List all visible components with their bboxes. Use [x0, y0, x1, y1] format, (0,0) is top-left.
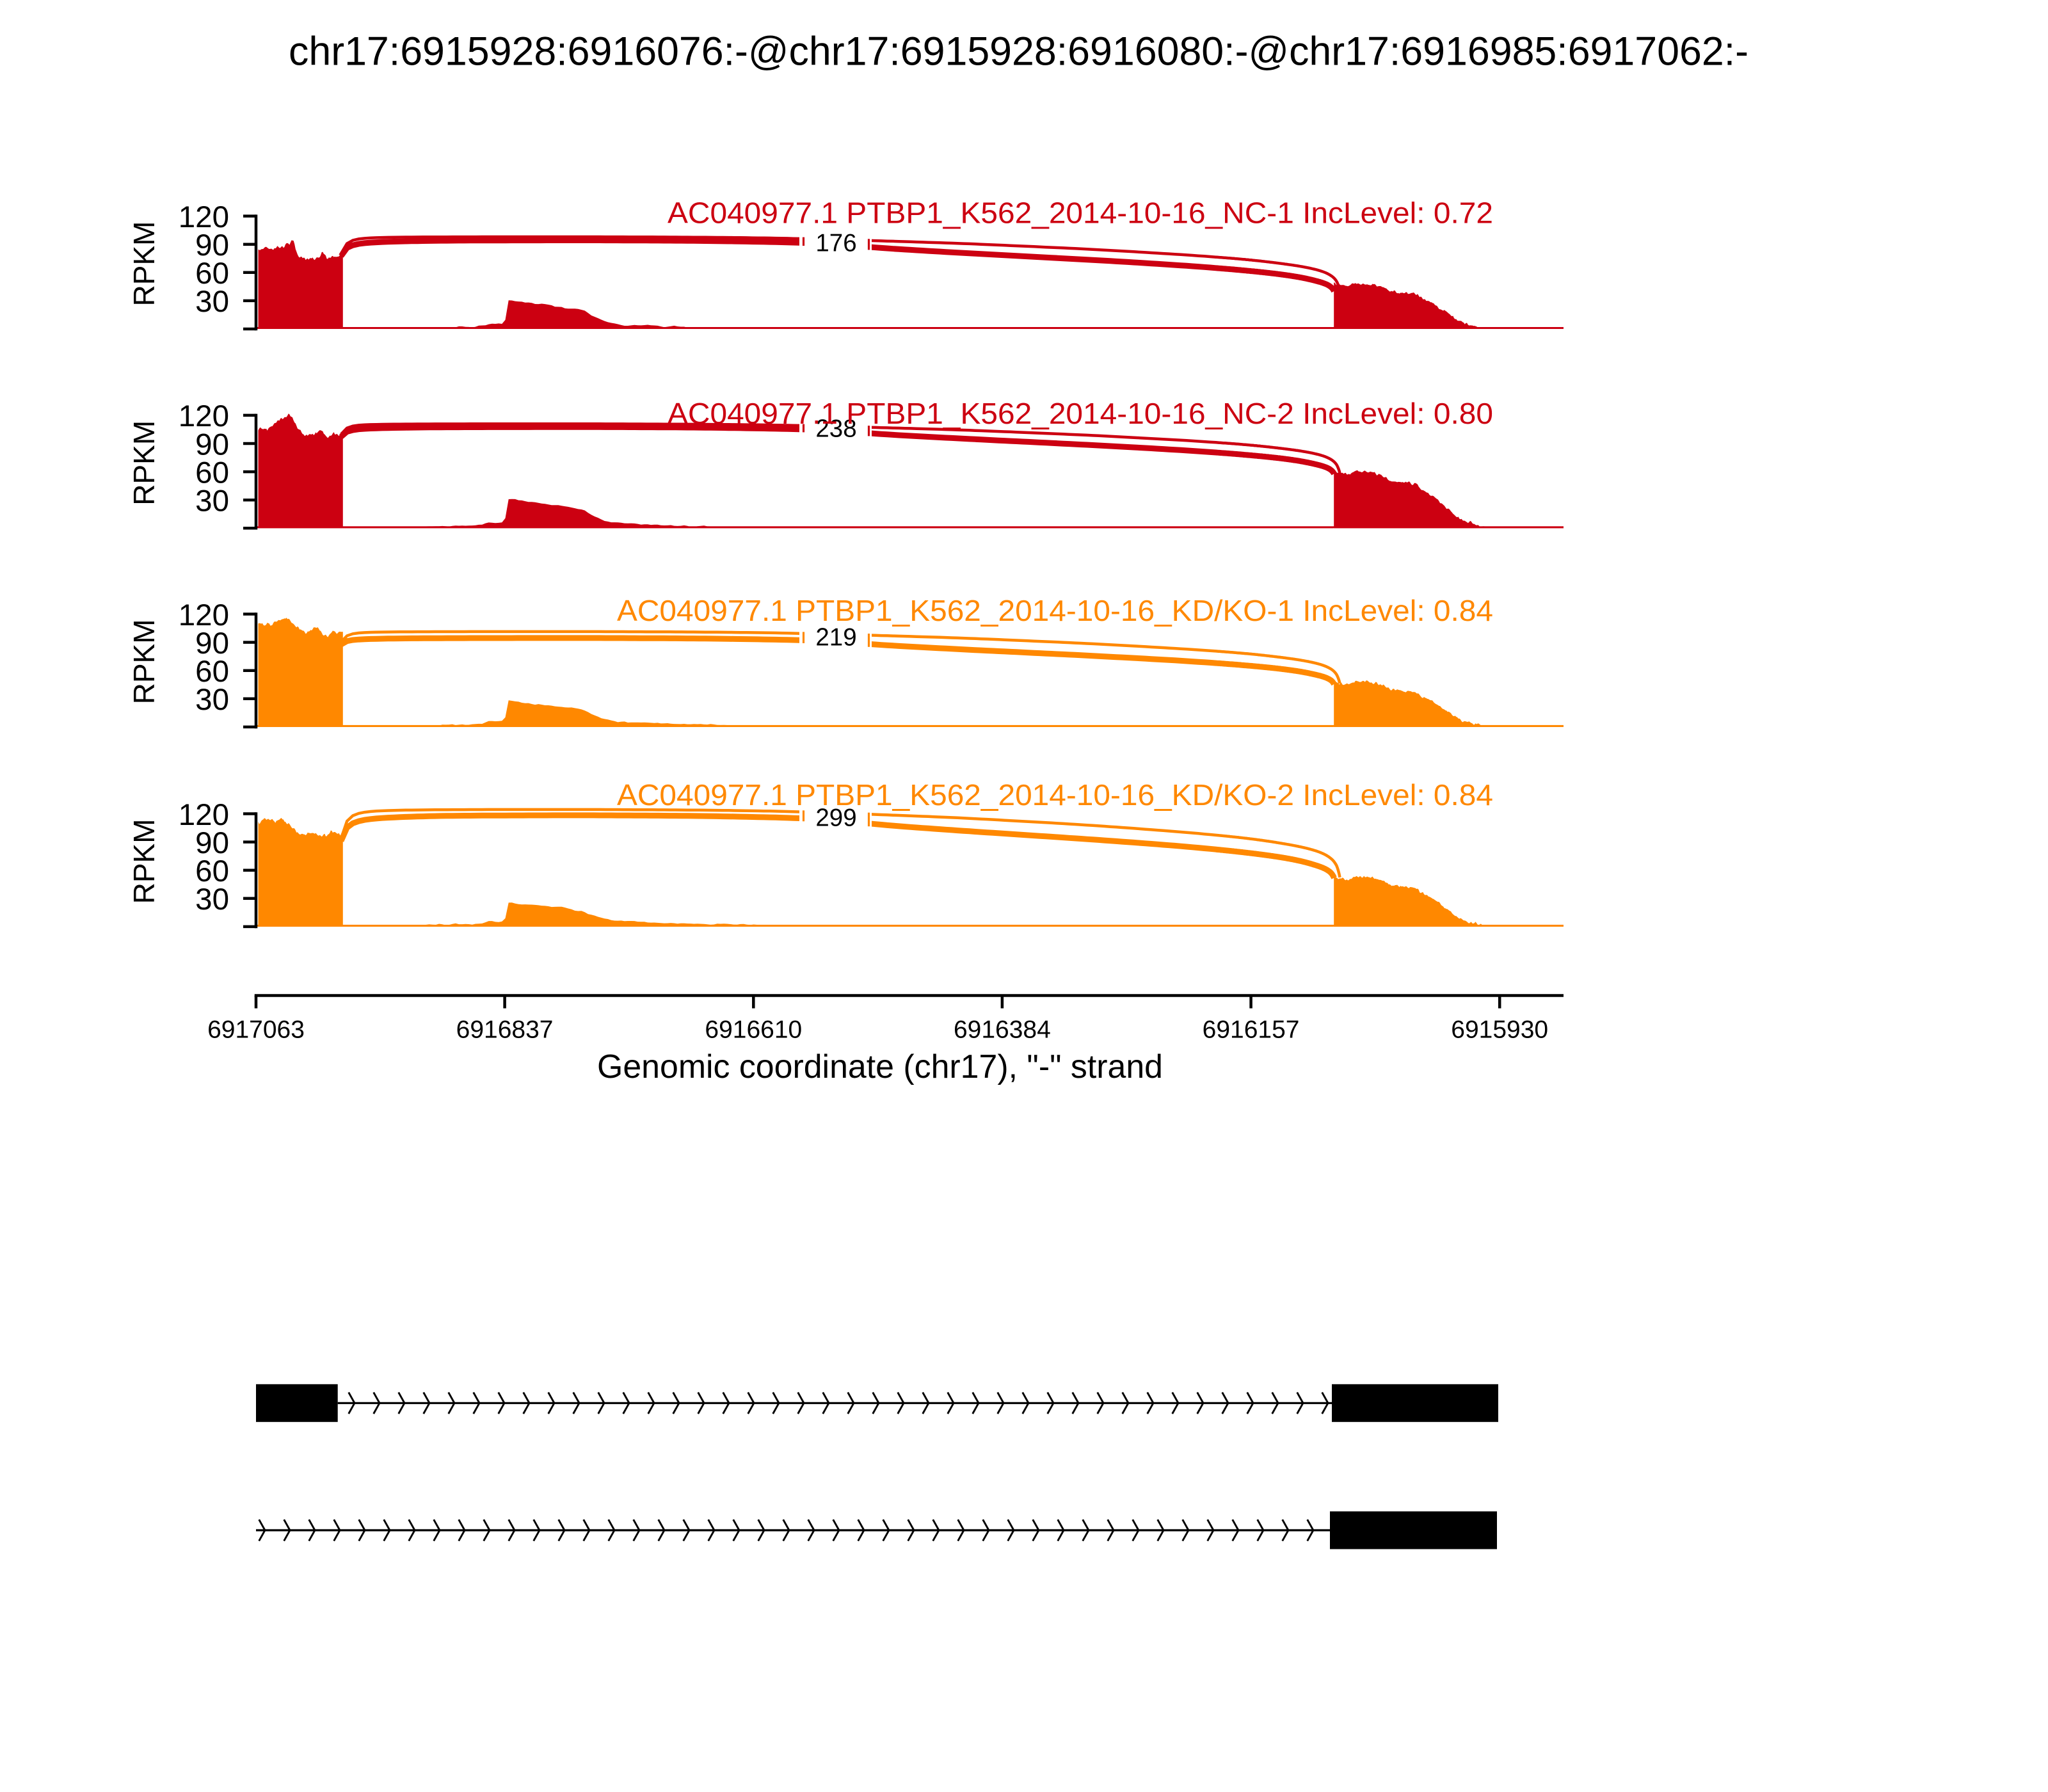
svg-text:30: 30	[195, 883, 229, 916]
svg-text:219: 219	[815, 624, 856, 652]
svg-text:6917063: 6917063	[207, 1016, 305, 1043]
svg-text:30: 30	[195, 285, 229, 319]
svg-text:RPKM: RPKM	[127, 819, 161, 904]
svg-text:RPKM: RPKM	[127, 619, 161, 704]
svg-text:90: 90	[195, 826, 229, 860]
svg-text:AC040977.1 PTBP1_K562_2014-10-: AC040977.1 PTBP1_K562_2014-10-16_NC-1 In…	[668, 196, 1493, 229]
svg-text:120: 120	[179, 798, 229, 832]
svg-text:238: 238	[815, 415, 856, 442]
svg-text:120: 120	[179, 200, 229, 234]
svg-text:120: 120	[179, 399, 229, 433]
svg-text:6916384: 6916384	[954, 1016, 1051, 1043]
svg-text:AC040977.1 PTBP1_K562_2014-10-: AC040977.1 PTBP1_K562_2014-10-16_KD/KO-2…	[617, 778, 1493, 812]
svg-text:60: 60	[195, 854, 229, 888]
svg-text:120: 120	[179, 598, 229, 632]
svg-text:176: 176	[815, 230, 856, 257]
svg-text:90: 90	[195, 428, 229, 461]
svg-text:6915930: 6915930	[1451, 1016, 1548, 1043]
svg-text:AC040977.1 PTBP1_K562_2014-10-: AC040977.1 PTBP1_K562_2014-10-16_NC-2 In…	[668, 397, 1493, 430]
svg-text:30: 30	[195, 484, 229, 518]
svg-text:chr17:6915928:6916076:-@chr17:: chr17:6915928:6916076:-@chr17:6915928:69…	[289, 29, 1748, 74]
svg-text:RPKM: RPKM	[127, 420, 161, 506]
svg-text:90: 90	[195, 228, 229, 262]
svg-text:AC040977.1 PTBP1_K562_2014-10-: AC040977.1 PTBP1_K562_2014-10-16_KD/KO-1…	[617, 594, 1493, 627]
svg-text:6916610: 6916610	[705, 1016, 802, 1043]
svg-text:30: 30	[195, 683, 229, 717]
svg-text:90: 90	[195, 627, 229, 660]
svg-text:6916837: 6916837	[456, 1016, 554, 1043]
svg-text:60: 60	[195, 456, 229, 490]
svg-text:60: 60	[195, 655, 229, 689]
svg-text:Genomic coordinate (chr17), "-: Genomic coordinate (chr17), "-" strand	[597, 1048, 1163, 1085]
svg-text:60: 60	[195, 257, 229, 291]
svg-text:299: 299	[815, 804, 856, 832]
svg-text:6916157: 6916157	[1203, 1016, 1300, 1043]
svg-text:RPKM: RPKM	[127, 221, 161, 307]
